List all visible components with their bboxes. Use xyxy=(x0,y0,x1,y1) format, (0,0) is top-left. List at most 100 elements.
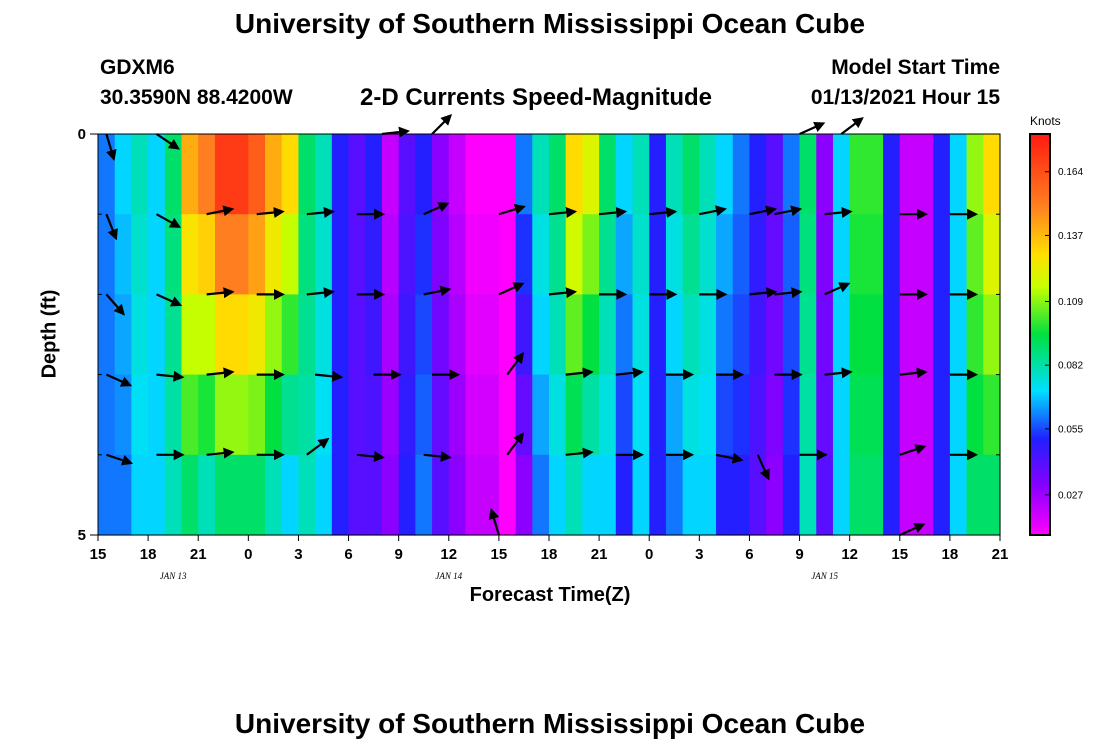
current-vector xyxy=(824,207,853,218)
heatmap-cell xyxy=(231,454,249,536)
heatmap-cell xyxy=(381,294,400,376)
heatmap-cell xyxy=(732,134,751,215)
heatmap-cell xyxy=(599,374,617,456)
heatmap-cell xyxy=(498,374,517,456)
heatmap-cell xyxy=(281,454,300,536)
heatmap-cell xyxy=(949,134,968,215)
heatmap-cell xyxy=(181,374,199,456)
heatmap-cell xyxy=(331,214,350,295)
speed-heatmap xyxy=(98,134,1001,536)
heatmap-cell xyxy=(148,294,166,376)
heatmap-cell xyxy=(432,134,450,215)
date-label: JAN 13 xyxy=(160,571,187,581)
current-vector xyxy=(506,432,525,456)
current-vector xyxy=(615,367,644,379)
x-tick-label: 21 xyxy=(591,546,608,563)
heatmap-cell xyxy=(799,294,817,376)
y-axis-label: Depth (ft) xyxy=(38,289,61,379)
x-tick-label: 15 xyxy=(491,546,508,563)
heatmap-cell xyxy=(315,134,333,215)
x-tick-label: 21 xyxy=(190,546,207,563)
page-title: University of Southern Mississippi Ocean… xyxy=(234,8,866,39)
colorbar-tick-label: 0.109 xyxy=(1058,297,1083,308)
current-vector xyxy=(498,282,525,296)
x-tick-label: 18 xyxy=(140,546,157,563)
current-vector xyxy=(799,121,826,136)
x-tick-label: 9 xyxy=(394,546,402,563)
heatmap-cell xyxy=(949,454,968,536)
heatmap-cell xyxy=(615,214,634,295)
heatmap-cell xyxy=(131,214,149,295)
heatmap-cell xyxy=(799,134,817,215)
heatmap-cell xyxy=(532,294,550,376)
station-coordinates: 30.3590N 88.4200W xyxy=(100,86,293,109)
heatmap-cell xyxy=(214,454,233,536)
current-vector xyxy=(423,202,450,216)
current-vector xyxy=(899,367,928,379)
heatmap-cell xyxy=(682,454,700,536)
heatmap-cell xyxy=(398,454,416,536)
heatmap-cell xyxy=(582,134,600,215)
x-tick-label: 12 xyxy=(841,546,858,563)
heatmap-cell xyxy=(448,294,467,376)
heatmap-cell xyxy=(365,294,383,376)
heatmap-cell xyxy=(482,454,500,536)
current-vector xyxy=(206,205,235,217)
heatmap-cell xyxy=(131,134,149,215)
heatmap-cell xyxy=(398,374,416,456)
x-axis: 15 18 21 0 3 6 9 12 15 18 21 0 3 6 9 12 15 18 21 xyxy=(90,535,1008,563)
heatmap-cell xyxy=(148,374,166,456)
y-axis: 05 xyxy=(78,126,1000,544)
heatmap-cell xyxy=(315,454,333,536)
heatmap-cell xyxy=(899,454,918,536)
heatmap-cell xyxy=(398,214,416,295)
heatmap-cell xyxy=(532,374,550,456)
heatmap-cell xyxy=(465,214,483,295)
x-tick-label: 18 xyxy=(942,546,959,563)
heatmap-cell xyxy=(98,294,116,376)
heatmap-cell xyxy=(866,294,884,376)
heatmap-cell xyxy=(214,214,233,295)
current-vector xyxy=(306,287,335,299)
current-vector xyxy=(649,207,678,218)
heatmap-cell xyxy=(916,214,934,295)
current-vector xyxy=(548,207,578,218)
heatmap-cell xyxy=(432,454,450,536)
heatmap-cell xyxy=(114,374,132,456)
heatmap-cell xyxy=(899,214,918,295)
heatmap-cell xyxy=(599,134,617,215)
heatmap-cell xyxy=(816,374,834,456)
current-vector xyxy=(105,373,133,387)
colorbar-tick-label: 0.082 xyxy=(1058,361,1083,372)
heatmap-cell xyxy=(632,294,650,376)
heatmap-cell xyxy=(365,214,383,295)
current-vector xyxy=(156,293,183,307)
heatmap-cell xyxy=(198,134,216,215)
x-tick-label: 15 xyxy=(90,546,107,563)
heatmap-cell xyxy=(482,134,500,215)
heatmap-cell xyxy=(181,454,199,536)
heatmap-cell xyxy=(198,374,216,456)
heatmap-cell xyxy=(281,214,300,295)
heatmap-cell xyxy=(515,374,533,456)
heatmap-cell xyxy=(949,374,968,456)
heatmap-cell xyxy=(632,454,650,536)
heatmap-cell xyxy=(549,214,567,295)
heatmap-cell xyxy=(665,454,684,536)
heatmap-cell xyxy=(699,134,717,215)
heatmap-cell xyxy=(766,294,784,376)
heatmap-cell xyxy=(983,214,1001,295)
heatmap-cell xyxy=(983,454,1001,536)
heatmap-cell xyxy=(682,374,700,456)
heatmap-cell xyxy=(665,134,684,215)
heatmap-cell xyxy=(582,214,600,295)
heatmap-cell xyxy=(916,374,934,456)
heatmap-cell xyxy=(515,454,533,536)
current-vector xyxy=(356,451,385,462)
heatmap-cell xyxy=(732,294,751,376)
heatmap-cell xyxy=(549,454,567,536)
heatmap-cell xyxy=(599,214,617,295)
heatmap-cell xyxy=(799,214,817,295)
heatmap-cell xyxy=(699,454,717,536)
